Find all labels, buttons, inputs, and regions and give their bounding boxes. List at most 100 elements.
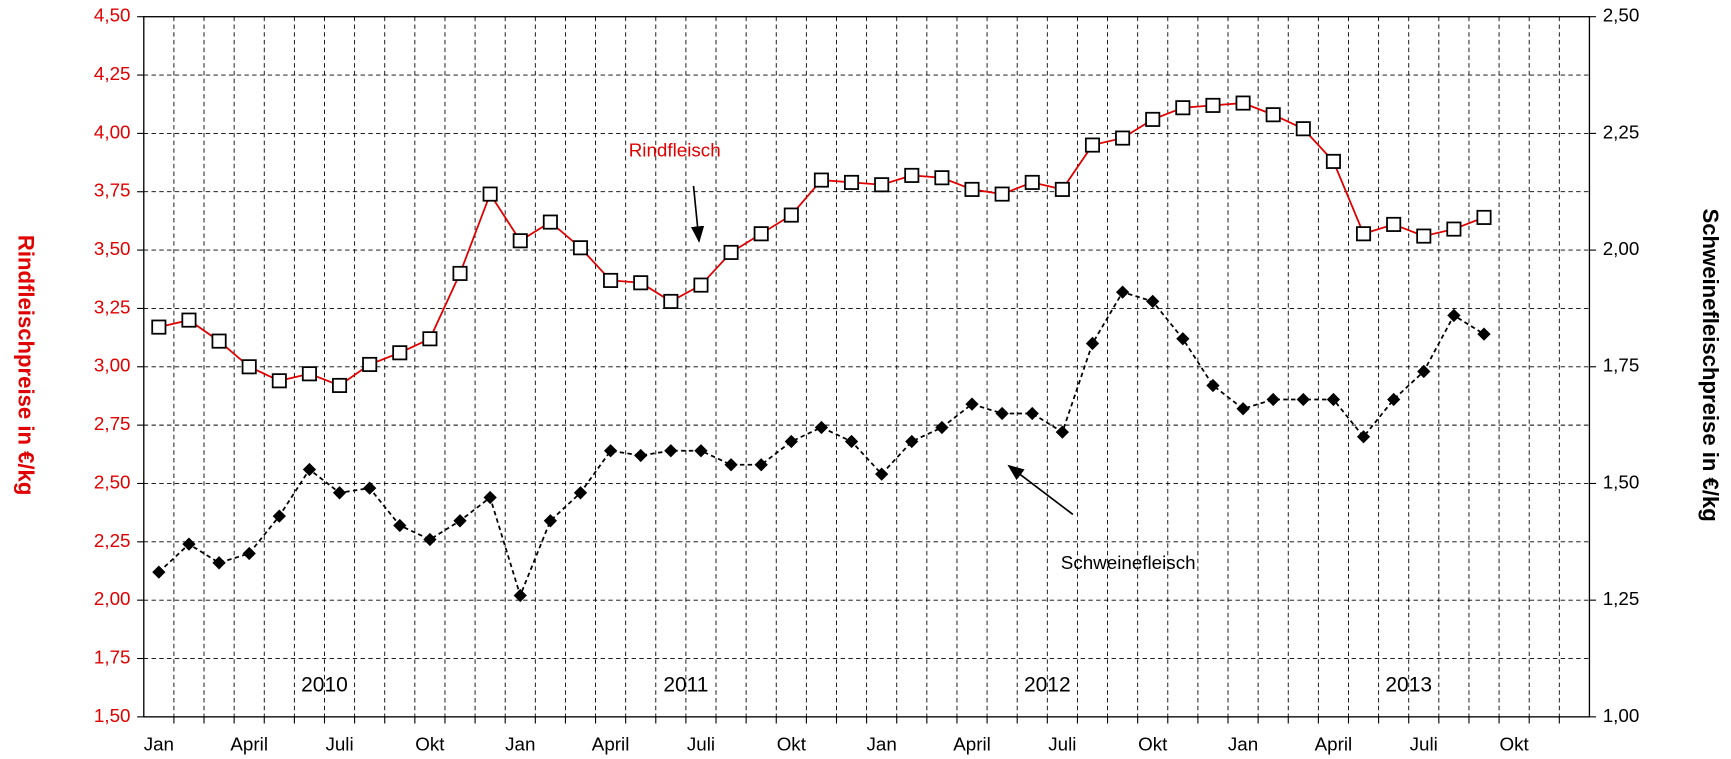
y2-tick-label: 1,75	[1603, 355, 1640, 376]
marker	[1266, 392, 1280, 407]
marker	[965, 397, 979, 411]
marker	[452, 265, 468, 281]
marker	[513, 588, 527, 603]
marker	[904, 167, 920, 183]
marker	[242, 546, 256, 561]
marker	[783, 207, 799, 223]
y-tick-label: 1,75	[94, 646, 131, 667]
marker	[453, 514, 467, 528]
marker	[572, 240, 589, 256]
marker	[1417, 364, 1431, 379]
marker	[874, 177, 890, 193]
marker	[784, 434, 798, 449]
marker	[723, 244, 739, 260]
marker	[362, 356, 378, 372]
marker	[212, 556, 226, 570]
marker	[241, 359, 257, 375]
marker	[392, 345, 408, 361]
y-tick-label: 2,50	[94, 471, 131, 492]
marker	[423, 532, 437, 547]
marker	[393, 518, 407, 533]
marker	[1296, 392, 1310, 407]
marker	[1145, 111, 1161, 127]
marker	[995, 406, 1009, 421]
marker	[1295, 121, 1311, 137]
y-tick-label: 4,25	[94, 63, 131, 84]
annotation: Schweinefleisch	[1061, 552, 1196, 573]
y-tick-label: 2,25	[94, 530, 131, 551]
year-label: 2011	[663, 673, 708, 696]
marker	[1085, 336, 1100, 351]
marker	[1416, 228, 1432, 244]
marker	[753, 226, 769, 242]
marker	[724, 458, 738, 472]
marker	[905, 434, 919, 449]
y-tick-label: 3,50	[94, 238, 131, 259]
annotation-arrow	[690, 185, 705, 243]
marker	[271, 373, 287, 389]
y2-tick-label: 2,00	[1603, 238, 1640, 259]
marker	[994, 186, 1010, 202]
plot-frame	[143, 16, 1591, 718]
marker	[1024, 174, 1040, 190]
x-tick-label: April	[592, 734, 630, 755]
marker	[754, 458, 768, 472]
y-tick-label: 4,50	[94, 5, 131, 26]
x-tick-label: Jan	[1228, 734, 1258, 755]
annotation: Rindfleisch	[629, 140, 721, 161]
marker	[543, 514, 558, 528]
y-tick-label: 1,50	[94, 705, 131, 726]
marker	[935, 420, 949, 435]
marker	[1477, 327, 1491, 341]
year-label: 2012	[1024, 673, 1071, 696]
marker	[1447, 308, 1461, 323]
y-tick-label: 2,75	[94, 413, 131, 434]
x-tick-label: April	[230, 734, 268, 755]
marker	[1446, 221, 1462, 237]
y2-tick-label: 2,50	[1603, 5, 1640, 26]
x-tick-label: Juli	[687, 734, 715, 755]
marker	[151, 319, 167, 335]
marker	[1146, 294, 1160, 309]
x-tick-label: Juli	[325, 734, 353, 755]
marker	[1084, 137, 1101, 153]
marker	[1326, 392, 1341, 407]
marker	[182, 537, 196, 551]
marker	[1115, 285, 1130, 299]
year-label: 2013	[1385, 673, 1432, 696]
marker	[603, 444, 618, 458]
y2-tick-label: 1,25	[1603, 588, 1640, 609]
x-tick-label: Juli	[1410, 734, 1438, 755]
x-tick-label: Jan	[867, 734, 897, 755]
marker	[1205, 97, 1221, 113]
x-tick-label: April	[953, 734, 991, 755]
marker	[1175, 100, 1191, 116]
marker	[573, 486, 588, 500]
marker	[1325, 153, 1341, 169]
annotation-arrow	[1007, 464, 1074, 516]
marker	[633, 275, 649, 291]
marker	[181, 312, 197, 328]
x-tick-label: Okt	[1138, 734, 1168, 755]
marker	[693, 277, 709, 293]
x-tick-label: April	[1315, 734, 1353, 755]
marker	[1176, 332, 1190, 346]
marker	[1476, 209, 1492, 225]
y2-axis-title: Schweinefleischpreise in €/kg	[1698, 208, 1723, 521]
marker	[1206, 378, 1220, 393]
marker	[844, 174, 860, 190]
marker	[1055, 425, 1070, 439]
marker	[1025, 406, 1039, 421]
marker	[1356, 226, 1372, 242]
marker	[152, 565, 166, 579]
marker	[1235, 95, 1251, 111]
y2-tick-label: 2,25	[1603, 121, 1640, 142]
marker	[542, 214, 558, 230]
marker	[301, 366, 317, 382]
marker	[1386, 216, 1402, 232]
marker	[482, 186, 498, 202]
x-tick-label: Jan	[505, 734, 535, 755]
marker	[934, 170, 950, 186]
marker	[363, 481, 377, 495]
marker	[1054, 181, 1070, 197]
